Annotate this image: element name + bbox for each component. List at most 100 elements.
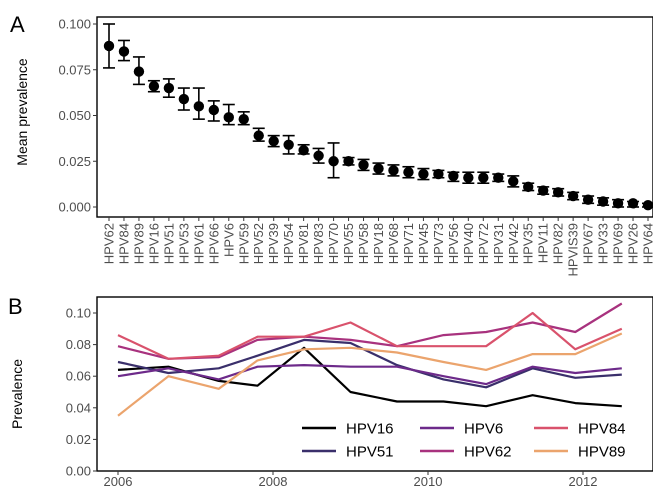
panel-a-x-tick-label: HPV72 <box>476 223 491 264</box>
panel-b-legend: HPV16 HPV51 HPV6 HPV62 HPV84 HPV89 <box>302 421 626 461</box>
panel-a-x-tick-label: HPV68 <box>386 223 401 264</box>
panel-b-y-tick-label: 0.02 <box>66 432 91 447</box>
panel-a-point <box>103 40 115 52</box>
panel-a-x-tick-label: HPV51 <box>161 223 176 264</box>
panel-a-point <box>612 198 624 209</box>
panel-a-x-tick-label: HPV18 <box>371 223 386 264</box>
legend-label: HPV84 <box>578 421 626 438</box>
panel-a-points <box>103 23 653 211</box>
panel-a-point <box>567 190 579 202</box>
legend-label: HPV62 <box>464 444 512 461</box>
panel-a-point <box>223 112 234 123</box>
legend-label: HPV16 <box>346 421 394 438</box>
panel-a-point <box>403 167 414 178</box>
panel-b: B Prevalence 0.00 0.02 0.04 0.06 0.08 0.10 20… <box>8 294 653 489</box>
panel-a-x-tick-label: HPV73 <box>431 223 446 264</box>
panel-a-point <box>313 150 324 161</box>
panel-a-point <box>388 165 399 176</box>
panel-a-x-tick-label: HPV81 <box>296 223 311 264</box>
panel-a-x-tick-label: HPV70 <box>326 223 341 264</box>
panel-a-x-tick-label: HPV56 <box>446 223 461 264</box>
panel-a-point <box>493 172 504 183</box>
panel-b-y-tick-label: 0.00 <box>66 464 91 479</box>
panel-a-x-tick-label: HPV39 <box>266 223 281 264</box>
panel-a-point <box>552 187 564 198</box>
panel-a-x-tick-label: HPV33 <box>596 223 611 264</box>
panel-a-point <box>148 81 160 92</box>
panel-a-point <box>508 176 519 187</box>
panel-a-point <box>373 163 384 174</box>
panel-a-x-tick-label: HPV26 <box>626 223 641 264</box>
panel-b-y-ticks: 0.00 0.02 0.04 0.06 0.08 0.10 <box>66 306 97 479</box>
panel-a-point <box>537 185 549 196</box>
panel-b-x-tick-label: 2006 <box>104 474 133 489</box>
panel-a-point <box>253 130 264 141</box>
panel-b-y-tick-label: 0.06 <box>66 369 91 384</box>
panel-b-series-line <box>117 364 622 386</box>
panel-a-point <box>238 113 249 125</box>
panel-a-x-tick-label: HPV6 <box>221 223 236 257</box>
panel-b-label: B <box>8 294 23 319</box>
panel-a-x-tick-label: HPV66 <box>206 223 221 264</box>
panel-b-x-tick-label: 2012 <box>569 474 598 489</box>
panel-b-frame <box>96 296 653 472</box>
panel-a-x-tick-label: HPV31 <box>491 223 506 264</box>
panel-a-y-tick-label: 0.075 <box>58 62 91 77</box>
panel-a-point <box>463 172 474 183</box>
panel-a-y-tick-label: 0.050 <box>58 108 91 123</box>
panel-b-y-tick-label: 0.10 <box>66 306 91 321</box>
panel-b-x-tick-label: 2008 <box>259 474 288 489</box>
panel-b-lines <box>117 302 623 417</box>
panel-b-x-tick-label: 2010 <box>414 474 443 489</box>
panel-a-x-tick-label: HPV59 <box>236 223 251 264</box>
panel-a-x-tick-label: HPV83 <box>311 223 326 264</box>
panel-a-x-tick-label: HPV58 <box>356 223 371 264</box>
panel-a-x-tick-label: HPV61 <box>191 223 206 264</box>
panel-a-point <box>328 156 339 167</box>
panel-a-point <box>478 172 489 183</box>
panel-a-x-tick-label: HPV45 <box>416 223 431 264</box>
panel-a-point <box>163 82 175 94</box>
panel-a-point <box>642 199 653 211</box>
panel-a-point <box>118 46 130 57</box>
panel-a-point <box>418 168 429 180</box>
panel-a-point <box>298 145 309 156</box>
panel-a-x-tick-label: HPV40 <box>461 223 476 264</box>
panel-a-x-tick-label: HPV64 <box>641 223 653 264</box>
panel-a-x-tick-label: HPV62 <box>102 223 117 264</box>
panel-a-y-axis-title: Mean prevalence <box>14 58 30 166</box>
panel-a-point <box>268 135 279 147</box>
panel-a-x-tick-label: HPV52 <box>251 223 266 264</box>
panel-a-point <box>523 181 534 193</box>
panel-a-x-tick-label: HPV84 <box>116 223 131 264</box>
panel-a-y-tick-label: 0.000 <box>58 200 91 215</box>
panel-a-point <box>208 104 220 116</box>
panel-a-x-ticks: HPV62 HPV84 HPV89 HPV16 HPV51 HPV53 HPV61 HPV66… <box>102 217 653 276</box>
panel-a-point <box>133 66 145 77</box>
panel-b-series-line <box>117 311 623 360</box>
panel-a-y-tick-label: 0.025 <box>58 154 91 169</box>
panel-a-label: A <box>10 12 25 37</box>
panel-a-x-tick-label: HPV71 <box>401 223 416 264</box>
panel-a-point <box>178 93 190 105</box>
panel-a-point <box>448 170 459 182</box>
panel-b-series-line <box>117 338 622 389</box>
panel-a-x-tick-label: HPV55 <box>341 223 356 264</box>
panel-a-x-tick-label: HPV89 <box>131 223 146 264</box>
panel-a-x-tick-label: HPV67 <box>581 223 596 264</box>
panel-a-frame <box>96 16 653 218</box>
panel-a-x-tick-label: HPV53 <box>176 223 191 264</box>
panel-a-y-tick-label: 0.100 <box>58 17 91 32</box>
panel-b-series-line <box>117 302 623 360</box>
panel-b-y-axis-title: Prevalence <box>9 359 25 429</box>
panel-a-x-tick-label: HPV69 <box>611 223 626 264</box>
panel-a-point <box>597 196 609 207</box>
panel-a-x-tick-label: HPV82 <box>551 223 566 264</box>
legend-label: HPV6 <box>464 421 503 438</box>
panel-a-x-tick-label: HPV54 <box>281 223 296 264</box>
panel-a-point <box>193 101 205 112</box>
legend-label: HPV51 <box>346 444 394 461</box>
panel-a-point <box>343 156 354 167</box>
panel-a-y-ticks: 0.000 0.025 0.050 0.075 0.100 <box>58 17 97 215</box>
